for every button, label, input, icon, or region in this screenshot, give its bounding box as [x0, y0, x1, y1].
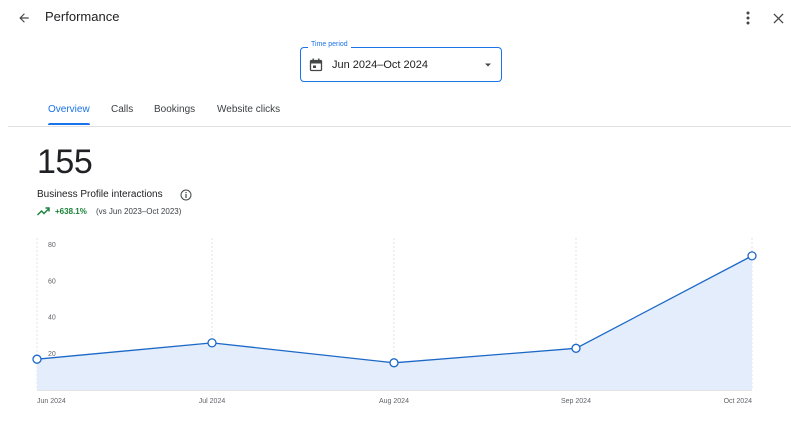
more-options-button[interactable]	[738, 7, 758, 29]
y-tick-label: 60	[48, 278, 56, 285]
y-tick-label: 80	[48, 242, 56, 249]
data-point-jun-2024[interactable]	[32, 354, 42, 364]
time-period-select[interactable]	[300, 47, 502, 82]
trending-up-icon	[37, 207, 50, 216]
change-percent: +638.1%	[55, 207, 87, 216]
page-title: Performance	[45, 9, 120, 24]
close-icon	[772, 12, 784, 24]
comparison-period: (vs Jun 2023–Oct 2023)	[96, 207, 182, 216]
data-point-aug-2024[interactable]	[389, 358, 399, 368]
tabs-divider	[8, 126, 791, 127]
tab-bookings[interactable]: Bookings	[154, 104, 196, 115]
data-point-jul-2024[interactable]	[207, 338, 217, 348]
data-point-oct-2024[interactable]	[747, 251, 757, 261]
calendar-icon	[309, 58, 323, 72]
interactions-chart: 20 40 60 80 Jun 2024 Jul 2024 Aug 2024 Sep 2024…	[32, 238, 757, 405]
x-tick-label: Aug 2024	[379, 398, 409, 405]
y-tick-label: 20	[48, 351, 56, 358]
arrow-back-icon	[19, 13, 29, 23]
close-button[interactable]	[766, 6, 790, 30]
metric-label: Business Profile interactions	[37, 189, 163, 200]
tab-calls[interactable]: Calls	[111, 104, 134, 115]
x-tick-label: Jul 2024	[199, 398, 226, 405]
series-area	[37, 255, 752, 390]
dropdown-caret-icon	[485, 63, 491, 67]
x-tick-label: Jun 2024	[37, 398, 66, 405]
tab-website-clicks[interactable]: Website clicks	[217, 104, 281, 115]
more-vert-icon	[746, 11, 750, 25]
x-tick-label: Oct 2024	[724, 398, 753, 405]
data-point-sep-2024[interactable]	[571, 343, 581, 353]
time-period-label: Time period	[308, 41, 351, 48]
x-tick-label: Sep 2024	[561, 398, 591, 405]
metric-value: 155	[37, 143, 93, 181]
info-icon[interactable]	[180, 189, 192, 201]
y-tick-label: 40	[48, 315, 56, 322]
tab-overview[interactable]: Overview	[48, 104, 90, 115]
time-period-value: Jun 2024–Oct 2024	[332, 59, 429, 71]
back-button[interactable]	[12, 6, 36, 30]
active-tab-indicator	[48, 123, 90, 125]
